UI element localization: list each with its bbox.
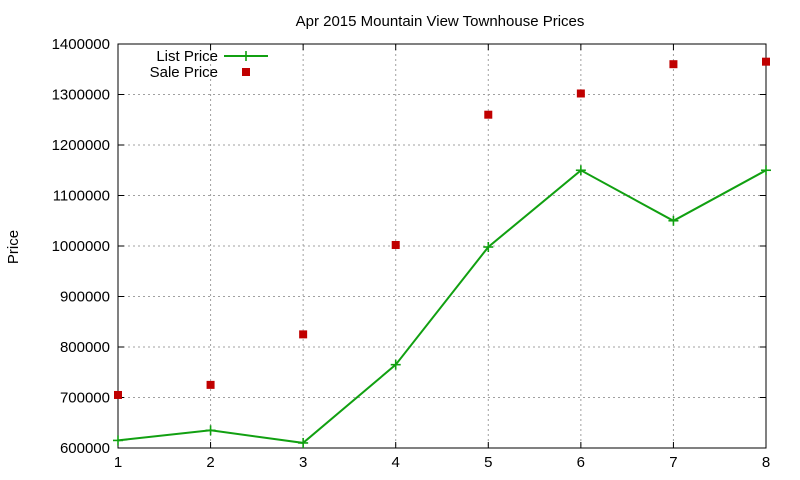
x-tick-label: 2	[206, 454, 214, 471]
sale-price-point	[576, 89, 585, 98]
sale-price-point	[299, 330, 308, 339]
sale-price-point	[114, 390, 122, 399]
y-tick-label: 800000	[60, 339, 110, 356]
sale-price-point	[484, 110, 493, 119]
series-layer	[113, 57, 771, 448]
legend-marker-square	[242, 68, 250, 76]
grid	[118, 44, 766, 448]
list-price-point	[205, 425, 216, 436]
sale-price-point	[669, 60, 678, 69]
y-tick-label: 900000	[60, 289, 110, 306]
list-price-line	[117, 169, 767, 444]
list-price-point	[668, 215, 679, 226]
legend-marker-plus	[241, 51, 251, 61]
list-price-point	[390, 359, 401, 370]
y-axis: 600000 700000 800000 900000 1000000 1100000 12…	[52, 36, 766, 457]
legend-label: Sale Price	[150, 64, 218, 81]
list-price-point	[483, 242, 494, 253]
sale-price-point	[391, 240, 400, 249]
y-tick-label: 1400000	[52, 36, 110, 53]
x-tick-label: 1	[114, 454, 122, 471]
x-tick-label: 8	[762, 454, 770, 471]
x-tick-label: 7	[669, 454, 677, 471]
x-tick-label: 4	[392, 454, 400, 471]
list-price-point	[761, 165, 771, 176]
y-tick-label: 1300000	[52, 87, 110, 104]
x-tick-label: 3	[299, 454, 307, 471]
y-tick-label: 1200000	[52, 137, 110, 154]
x-tick-label: 5	[484, 454, 492, 471]
chart-title: Apr 2015 Mountain View Townhouse Prices	[296, 13, 585, 30]
x-tick-label: 6	[577, 454, 585, 471]
y-axis-label: Price	[5, 230, 22, 264]
list-price-point	[113, 435, 123, 446]
x-axis: 1 2 3 4 5 6 7 8	[114, 44, 770, 471]
list-price-point	[298, 437, 309, 448]
y-tick-label: 1000000	[52, 238, 110, 255]
y-tick-label: 1100000	[53, 188, 110, 205]
y-tick-label: 700000	[60, 390, 110, 407]
legend-label: List Price	[156, 48, 218, 65]
sale-price-point	[762, 57, 770, 66]
sale-price-point	[206, 380, 215, 389]
y-tick-label: 600000	[60, 440, 110, 457]
list-price-point	[575, 165, 586, 176]
